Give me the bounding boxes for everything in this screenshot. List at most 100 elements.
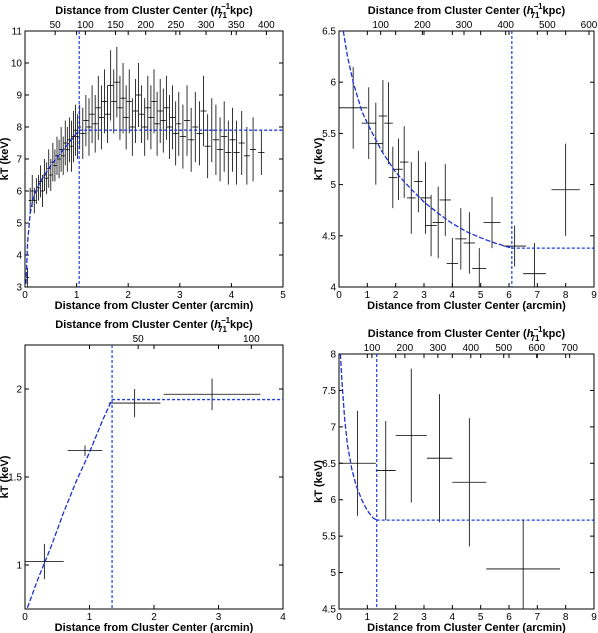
x-tick-label: 0 — [22, 612, 28, 623]
top-tick-label: 300 — [429, 343, 446, 354]
data-point — [111, 69, 117, 134]
x-tick-label: 5 — [478, 612, 484, 623]
data-point — [455, 208, 467, 270]
x-tick-label: 9 — [591, 612, 597, 623]
data-point — [36, 175, 40, 201]
data-point — [57, 139, 61, 179]
y-tick-label: 1.5 — [8, 473, 22, 484]
data-point — [71, 111, 76, 163]
data-point — [196, 101, 203, 166]
x-tick-label: 3 — [177, 290, 183, 301]
x-axis-label: Distance from Cluster Center (arcmin) — [55, 622, 254, 633]
data-point — [221, 101, 228, 172]
data-point — [151, 69, 157, 134]
x-tick-label: 1 — [365, 290, 371, 301]
data-point — [49, 159, 53, 191]
top-tick-label: 400 — [462, 343, 479, 354]
data-point — [108, 389, 161, 418]
x-tick-label: 4 — [229, 290, 235, 301]
x-tick-label: 2 — [393, 290, 399, 301]
data-point — [238, 111, 245, 175]
data-point — [216, 117, 224, 182]
y-tick-label: 4 — [330, 283, 336, 294]
y-axis-label: kT (keV) — [0, 455, 11, 498]
data-layer — [25, 31, 283, 287]
data-point — [108, 50, 114, 121]
model-curve — [25, 129, 80, 284]
top-tick-label: 100 — [372, 20, 389, 31]
y-tick-label: 4 — [16, 251, 22, 262]
data-point — [25, 543, 64, 580]
x-tick-label: 7 — [535, 612, 541, 623]
data-point — [394, 138, 403, 200]
data-point — [163, 75, 169, 140]
y-tick-label: 11 — [12, 27, 23, 38]
data-point — [233, 120, 240, 185]
y-tick-label: 5.5 — [322, 532, 336, 543]
top-tick-label: 150 — [107, 20, 124, 31]
x-tick-label: 7 — [535, 290, 541, 301]
x-tick-label: 8 — [563, 290, 569, 301]
data-point — [98, 85, 104, 150]
y-tick-label: 4.5 — [322, 231, 336, 242]
y-tick-label: 7.5 — [322, 386, 336, 397]
data-point — [399, 126, 409, 198]
data-point — [30, 175, 34, 207]
data-point — [32, 187, 36, 214]
data-point — [204, 114, 211, 179]
top-tick-label: 400 — [497, 20, 514, 31]
top-tick-label: 600 — [581, 20, 598, 31]
data-point — [157, 79, 163, 143]
data-point — [59, 127, 63, 172]
data-point — [425, 194, 437, 257]
data-layer — [339, 31, 594, 287]
top-tick-label: 200 — [137, 20, 154, 31]
x-tick-label: 4 — [450, 290, 456, 301]
data-point — [43, 159, 47, 191]
data-point — [69, 120, 73, 172]
y-tick-label: 7 — [330, 422, 336, 433]
data-point — [212, 104, 220, 175]
data-point — [243, 127, 250, 185]
x-axis-label: Distance from Cluster Center (arcmin) — [367, 300, 566, 312]
x-tick-label: 8 — [563, 612, 569, 623]
y-tick-label: 10 — [11, 59, 23, 70]
data-point — [95, 75, 101, 140]
data-point — [463, 212, 475, 274]
data-point — [132, 79, 139, 143]
top-axis-label: Distance from Cluster Center (h−1 71 kpc) — [368, 2, 566, 20]
top-tick-label: 500 — [539, 20, 556, 31]
x-tick-label: 9 — [591, 290, 597, 301]
data-point — [114, 47, 120, 118]
data-point — [40, 175, 45, 207]
top-tick-label: 200 — [397, 343, 414, 354]
data-point — [163, 378, 261, 411]
top-tick-label: 400 — [258, 20, 275, 31]
data-point — [407, 162, 416, 234]
top-tick-label: 700 — [561, 343, 578, 354]
y-tick-label: 8 — [16, 123, 22, 134]
data-point — [45, 162, 49, 195]
chart-panel-4: 0 1 2 3 4 5 6 7 8 9 4.5 5 5.5 6 6.5 7 7.5 8 100 200 300 400 50… — [313, 325, 597, 633]
x-tick-label: 5 — [280, 290, 286, 301]
data-point — [61, 136, 65, 175]
top-tick-label: 200 — [414, 20, 431, 31]
data-point — [123, 85, 129, 150]
top-tick-label: 300 — [198, 20, 215, 31]
data-point — [486, 519, 560, 609]
data-point — [384, 82, 393, 165]
data-point — [89, 85, 95, 143]
data-point — [166, 95, 173, 159]
y-tick-label: 5.5 — [322, 129, 336, 140]
data-point — [67, 117, 71, 163]
data-point — [65, 127, 69, 172]
data-point — [67, 445, 103, 456]
data-point — [472, 248, 487, 287]
y-tick-label: 2 — [16, 385, 22, 396]
data-point — [154, 91, 160, 156]
data-point — [104, 85, 111, 143]
top-tick-label: 300 — [456, 20, 473, 31]
data-point — [28, 187, 32, 214]
plot-frame — [338, 353, 595, 610]
